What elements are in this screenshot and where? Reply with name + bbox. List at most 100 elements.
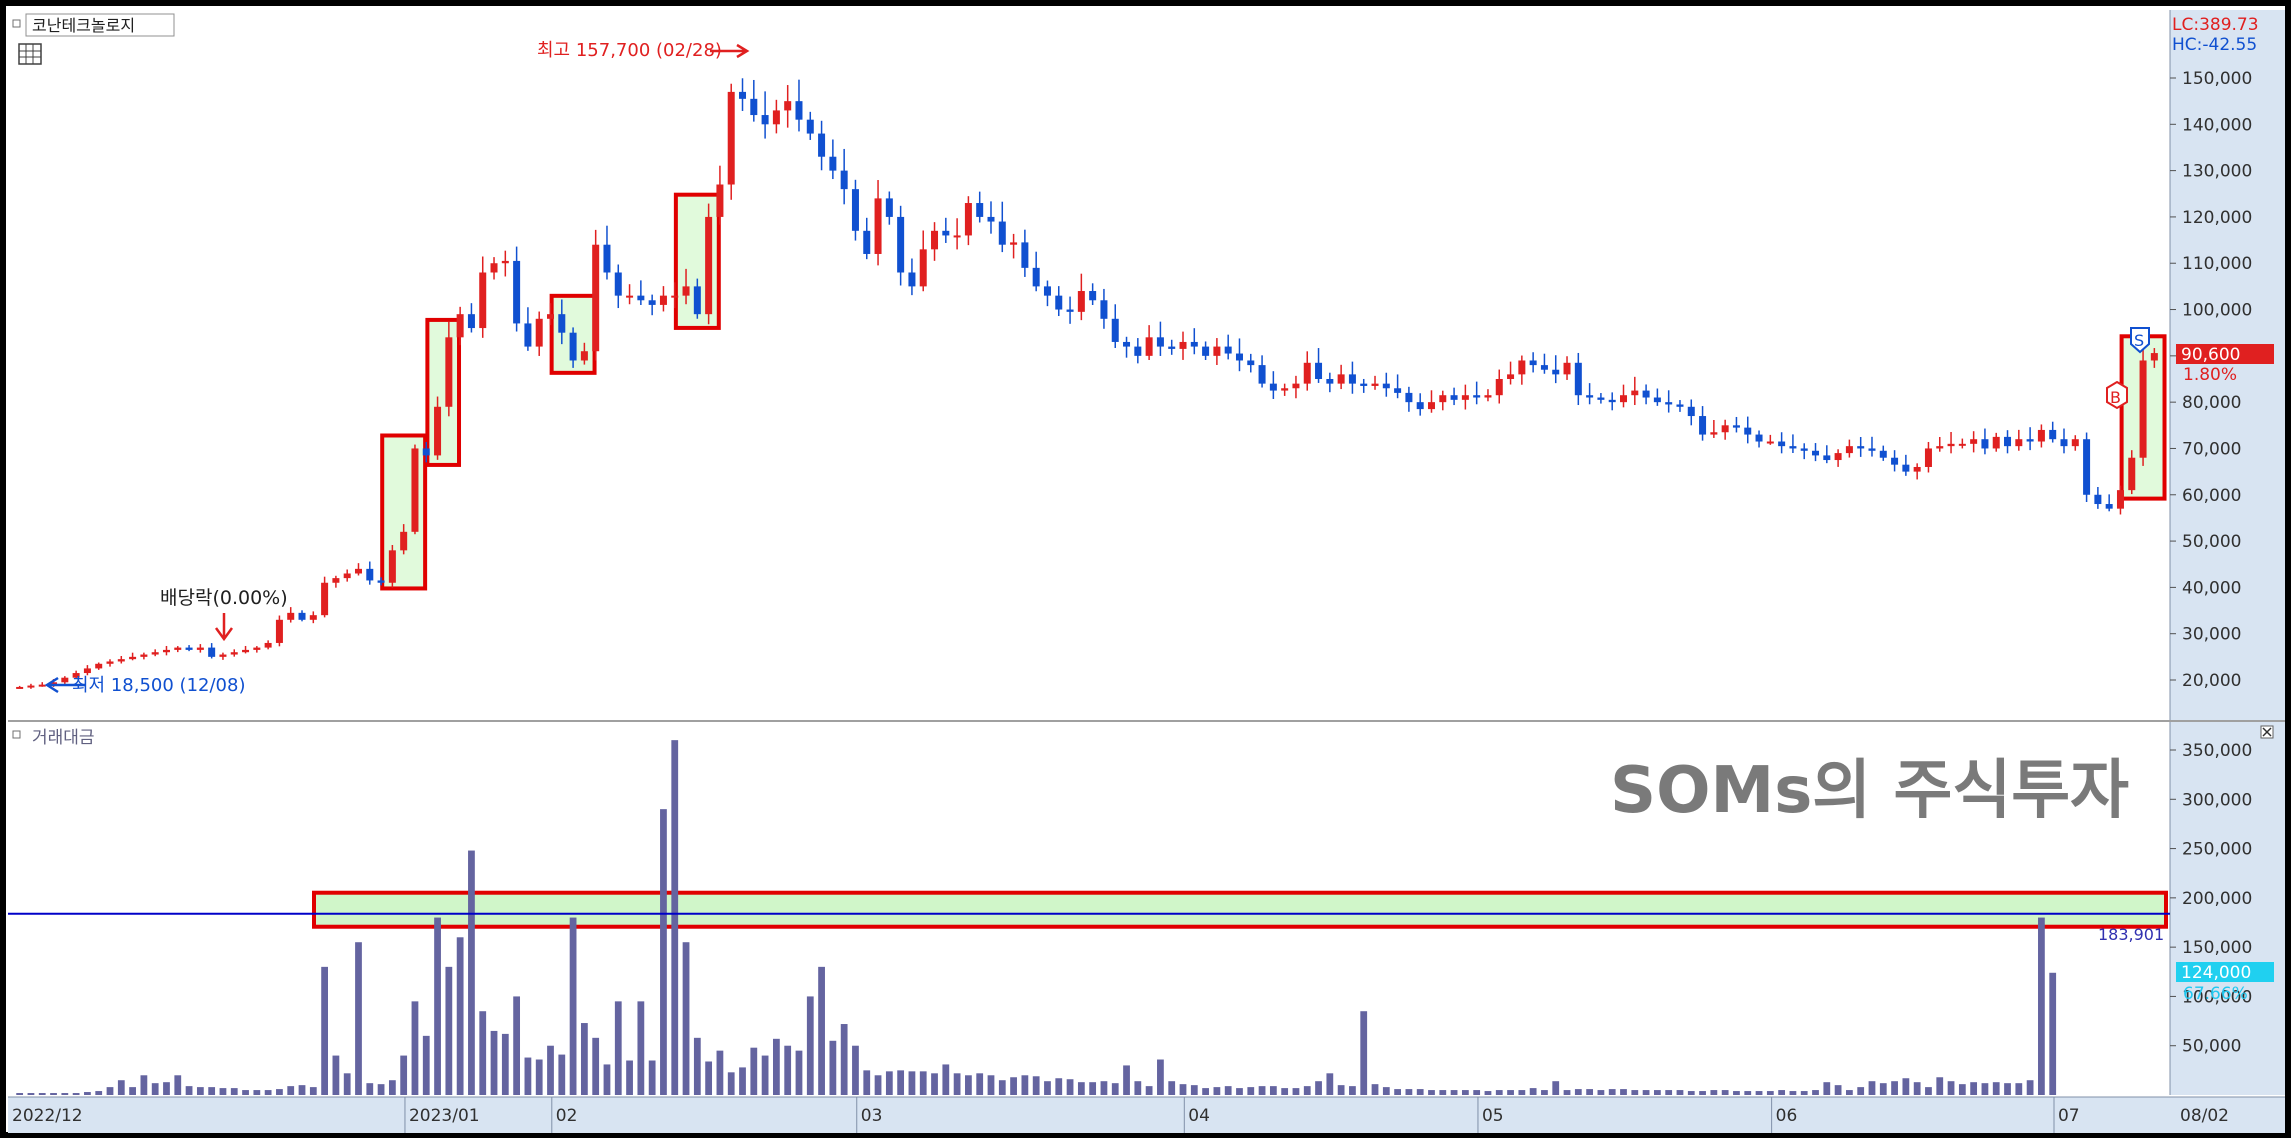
candle — [2004, 430, 2012, 454]
date-tick-label: 02 — [556, 1106, 578, 1126]
volume-bar — [1699, 1091, 1706, 1095]
volume-collapse-icon[interactable] — [12, 730, 21, 739]
volume-current-pct: 67.66% — [2183, 984, 2248, 1004]
volume-bar — [1868, 1081, 1876, 1095]
volume-bar — [1236, 1088, 1243, 1095]
volume-bar — [174, 1075, 182, 1095]
volume-bar — [1495, 1090, 1503, 1095]
candle — [1247, 353, 1255, 373]
candle — [1924, 441, 1932, 473]
volume-bar — [2004, 1083, 2011, 1095]
price-tick-label: 150,000 — [2182, 69, 2252, 89]
volume-bar — [1981, 1083, 1989, 1095]
candle — [1190, 328, 1198, 355]
volume-bar — [434, 917, 441, 1095]
volume-bar-series — [16, 740, 2057, 1095]
candle — [196, 644, 204, 653]
candle — [806, 111, 814, 140]
candle — [614, 264, 622, 309]
volume-bar — [1913, 1082, 1921, 1095]
candle — [1077, 273, 1085, 321]
candle — [1450, 387, 1458, 406]
candle — [1710, 420, 1718, 438]
volume-bar — [1507, 1090, 1514, 1095]
candle — [479, 256, 487, 338]
volume-bar — [513, 996, 521, 1095]
candle — [1676, 400, 1684, 412]
volume-bar — [1134, 1081, 1142, 1095]
volume-bar — [761, 1055, 769, 1095]
candle — [219, 652, 227, 660]
volume-bar — [1247, 1087, 1255, 1095]
candle — [2037, 424, 2045, 448]
volume-bar — [1326, 1073, 1334, 1095]
date-tick-label: 07 — [2058, 1106, 2080, 1126]
stock-name-box[interactable] — [25, 13, 175, 37]
candlestick-series — [16, 78, 2158, 689]
candle — [863, 217, 871, 260]
volume-bar — [1608, 1089, 1616, 1095]
volume-bar — [1382, 1087, 1390, 1095]
volume-bar — [366, 1083, 374, 1095]
volume-bar — [117, 1080, 125, 1095]
candle — [931, 222, 939, 261]
date-tick-label: 06 — [1776, 1106, 1798, 1126]
volume-line-value: 183,901 — [2098, 925, 2164, 944]
candle — [1405, 386, 1413, 412]
candle — [422, 441, 430, 463]
candle — [1235, 338, 1243, 372]
candle — [569, 327, 577, 368]
volume-bar — [501, 1033, 509, 1095]
candle — [1778, 432, 1786, 454]
candle — [976, 191, 984, 223]
volume-bar — [1145, 1086, 1153, 1095]
candle — [580, 342, 588, 365]
candle — [2094, 486, 2102, 509]
volume-bar — [343, 1073, 351, 1095]
candle — [1168, 339, 1176, 355]
candle — [162, 645, 170, 656]
candle — [129, 652, 137, 661]
volume-bar — [276, 1089, 283, 1095]
candle — [1732, 416, 1740, 433]
volume-bar — [422, 1035, 430, 1095]
volume-bar — [547, 1045, 554, 1095]
volume-bar — [1631, 1090, 1639, 1095]
price-tick-label: 100,000 — [2182, 301, 2252, 321]
volume-bar — [1552, 1081, 1560, 1095]
volume-bar — [1823, 1082, 1831, 1095]
candle — [1586, 383, 1594, 405]
volume-tick-label: 100,000 — [2182, 987, 2252, 1007]
volume-bar — [264, 1090, 272, 1095]
candle — [1981, 428, 1989, 455]
volume-bar — [942, 1064, 950, 1095]
volume-bar — [1846, 1090, 1853, 1095]
volume-bar — [208, 1087, 216, 1095]
volume-bar — [976, 1073, 984, 1095]
candle — [174, 646, 182, 653]
volume-bar — [355, 942, 362, 1095]
volume-bar — [1744, 1091, 1752, 1095]
volume-tick-label: 300,000 — [2182, 790, 2252, 810]
grid-table-icon[interactable] — [18, 43, 42, 65]
collapse-icon[interactable] — [12, 19, 21, 28]
candle — [1427, 390, 1435, 413]
candle — [1100, 288, 1108, 329]
volume-bar — [626, 1060, 633, 1095]
candle — [1382, 372, 1390, 397]
svg-text:B: B — [2110, 388, 2121, 407]
sell-marker-icon: S — [2130, 327, 2150, 354]
candle — [1789, 434, 1797, 453]
volume-close-icon[interactable] — [2260, 725, 2274, 739]
date-tick-label: 05 — [1482, 1106, 1504, 1126]
candle — [1066, 296, 1074, 324]
candle — [72, 670, 80, 679]
candle — [83, 665, 91, 676]
stock-name: 코난테크놀로지 — [32, 16, 135, 35]
volume-bar — [919, 1071, 927, 1095]
candle — [38, 682, 46, 687]
high-annotation: 최고 157,700 (02/28) — [537, 40, 722, 61]
volume-bar — [1416, 1089, 1424, 1095]
candle — [1484, 389, 1492, 402]
